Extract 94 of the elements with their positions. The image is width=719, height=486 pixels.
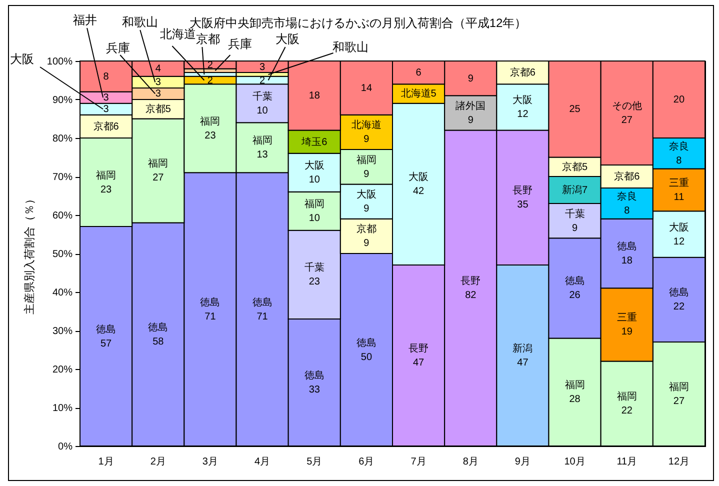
y-tick-label: 100%: [46, 56, 73, 68]
data-label: 徳島 71: [200, 296, 220, 322]
y-tick-label: 50%: [52, 249, 73, 260]
data-label: 徳島 57: [96, 323, 116, 350]
data-label: 三重 19: [616, 312, 637, 338]
annotation: 大阪: [275, 32, 300, 46]
data-label: 福岡 10: [304, 198, 324, 224]
data-label: 京都6: [614, 170, 640, 182]
data-label: 北海道5: [400, 88, 437, 100]
y-tick-label: 40%: [52, 288, 73, 298]
data-label: 埼玉6: [300, 136, 328, 148]
annotation: 福井: [73, 13, 98, 27]
x-tick-label: 2月: [150, 456, 166, 468]
y-tick-label: 20%: [52, 364, 73, 376]
y-tick-label: 10%: [52, 403, 73, 414]
data-label: 2: [260, 75, 266, 86]
data-label: 奈良 8: [668, 140, 689, 166]
x-tick-label: 6月: [358, 456, 374, 468]
x-tick-label: 4月: [254, 456, 270, 468]
y-tick-label: 30%: [52, 326, 73, 337]
data-label: 徳島 58: [148, 321, 168, 348]
data-label: 福岡 27: [148, 158, 168, 184]
data-label: 8: [103, 71, 110, 82]
annotation: 兵庫: [228, 37, 252, 51]
data-label: 三重 11: [668, 176, 689, 203]
data-label: 大阪 12: [512, 94, 533, 120]
data-label: その他 27: [612, 100, 642, 126]
data-label: 徳島 33: [304, 369, 324, 396]
data-label: 奈良 8: [616, 190, 637, 216]
data-label: 福岡 22: [616, 390, 637, 417]
x-tick-label: 11月: [616, 456, 638, 468]
data-label: 千葉 9: [564, 208, 585, 234]
annotation: 大阪: [10, 52, 34, 66]
x-tick-label: 9月: [514, 456, 530, 468]
data-label: 京都6: [93, 120, 120, 132]
y-tick-label: 70%: [52, 172, 73, 183]
data-label: 福岡 9: [356, 154, 376, 180]
data-label: 14: [360, 82, 372, 94]
annotation: 兵庫: [106, 41, 130, 55]
data-label: 福岡 23: [200, 115, 220, 142]
data-label: 9: [468, 73, 474, 84]
annotation: 北海道: [160, 27, 196, 41]
data-label: 3: [260, 62, 266, 73]
x-tick-label: 1月: [98, 456, 114, 468]
data-label: 徳島 22: [668, 286, 689, 313]
data-label: 千葉 10: [252, 90, 272, 116]
data-label: 3: [103, 104, 110, 116]
data-label: 3: [155, 77, 162, 88]
data-label: 長野 82: [460, 276, 481, 302]
data-label: 京都5: [562, 160, 588, 173]
data-label: 千葉 23: [304, 262, 324, 288]
y-axis-title: 主産県別入荷割合（％）: [22, 194, 36, 314]
data-label: 長野 47: [408, 344, 429, 369]
data-label: 福岡 23: [96, 169, 116, 196]
data-label: 京都5: [145, 103, 172, 116]
data-label: 京都 9: [356, 223, 376, 250]
data-label: 25: [569, 104, 581, 116]
data-label: 北海道 9: [351, 119, 382, 146]
data-label: 大阪 42: [408, 171, 429, 198]
data-label: 徳島 26: [564, 275, 585, 302]
annotation: 京都: [196, 32, 220, 46]
x-tick-label: 8月: [462, 456, 478, 468]
y-tick-label: 60%: [52, 210, 73, 222]
x-tick-label: 10月: [564, 456, 586, 468]
data-label: 新潟 47: [512, 342, 533, 369]
y-tick-label: 80%: [52, 134, 73, 144]
data-label: 大阪 9: [356, 188, 376, 215]
annotation: 和歌山: [332, 40, 368, 54]
data-label: 京都6: [510, 66, 536, 79]
data-label: 福岡 28: [564, 379, 585, 406]
data-label: 6: [416, 68, 422, 79]
data-label: 3: [155, 88, 162, 100]
data-label: 諸外国 9: [456, 100, 486, 126]
x-tick-label: 12月: [668, 456, 690, 468]
data-label: 20: [673, 94, 685, 106]
x-tick-label: 7月: [410, 456, 426, 468]
data-label: 2: [207, 75, 214, 86]
x-tick-label: 5月: [306, 456, 322, 468]
data-label: 徳島 18: [616, 240, 637, 266]
data-label: 福岡 27: [668, 381, 689, 408]
y-tick-label: 90%: [52, 95, 73, 106]
annotation: 和歌山: [122, 15, 158, 29]
data-label: 4: [155, 64, 162, 75]
data-label: 福岡 13: [252, 134, 272, 161]
data-label: 大阪 10: [304, 160, 324, 186]
data-label: 3: [103, 92, 110, 104]
data-label: 長野 35: [512, 186, 533, 211]
data-label: 新潟7: [562, 184, 588, 196]
data-label: 徳島 71: [252, 296, 272, 322]
y-tick-label: 0%: [58, 442, 73, 452]
data-label: 徳島 50: [356, 336, 376, 363]
data-label: 大阪 12: [668, 221, 689, 248]
data-label: 18: [308, 90, 320, 102]
x-tick-label: 3月: [202, 456, 218, 468]
